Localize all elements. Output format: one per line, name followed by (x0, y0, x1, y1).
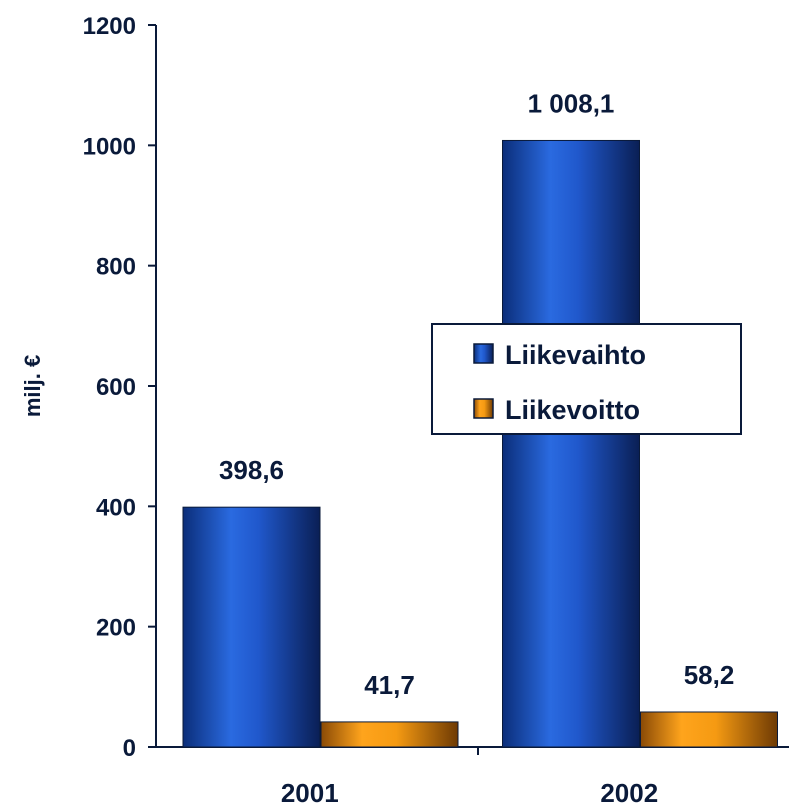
bar-liikevaihto-2001 (182, 506, 321, 748)
y-tick-label: 200 (96, 615, 136, 642)
legend-label-liikevoitto: Liikevoitto (505, 395, 640, 425)
legend-swatch-liikevoitto (473, 398, 494, 419)
legend: Liikevaihto Liikevoitto (431, 323, 742, 435)
y-tick-label: 400 (96, 494, 136, 521)
bar-liikevoitto-2001 (320, 721, 459, 748)
x-category-label: 2001 (281, 778, 339, 808)
data-label-liikevaihto-2002: 1 008,1 (528, 88, 615, 118)
data-label-liikevaihto-2001: 398,6 (219, 455, 284, 485)
x-category-label: 2002 (600, 778, 658, 808)
y-tick-label: 800 (96, 254, 136, 281)
y-axis-title: milj. € (20, 355, 45, 417)
data-label-liikevoitto-2002: 58,2 (684, 660, 735, 690)
bar-liikevoitto-2002 (640, 711, 778, 748)
bar-liikevaihto-2002 (502, 139, 640, 748)
y-ticks: 0 200 400 600 800 1000 1200 (83, 13, 156, 762)
y-tick-label: 0 (123, 735, 136, 762)
legend-swatch-liikevaihto (473, 343, 494, 364)
data-labels: 398,6 41,7 1 008,1 58,2 (219, 88, 734, 699)
category-labels: 2001 2002 (281, 778, 658, 808)
y-tick-label: 1000 (83, 133, 136, 160)
bars (182, 139, 778, 748)
y-tick-label: 600 (96, 374, 136, 401)
legend-label-liikevaihto: Liikevaihto (505, 340, 646, 370)
data-label-liikevoitto-2001: 41,7 (364, 670, 415, 700)
y-tick-label: 1200 (83, 13, 136, 40)
